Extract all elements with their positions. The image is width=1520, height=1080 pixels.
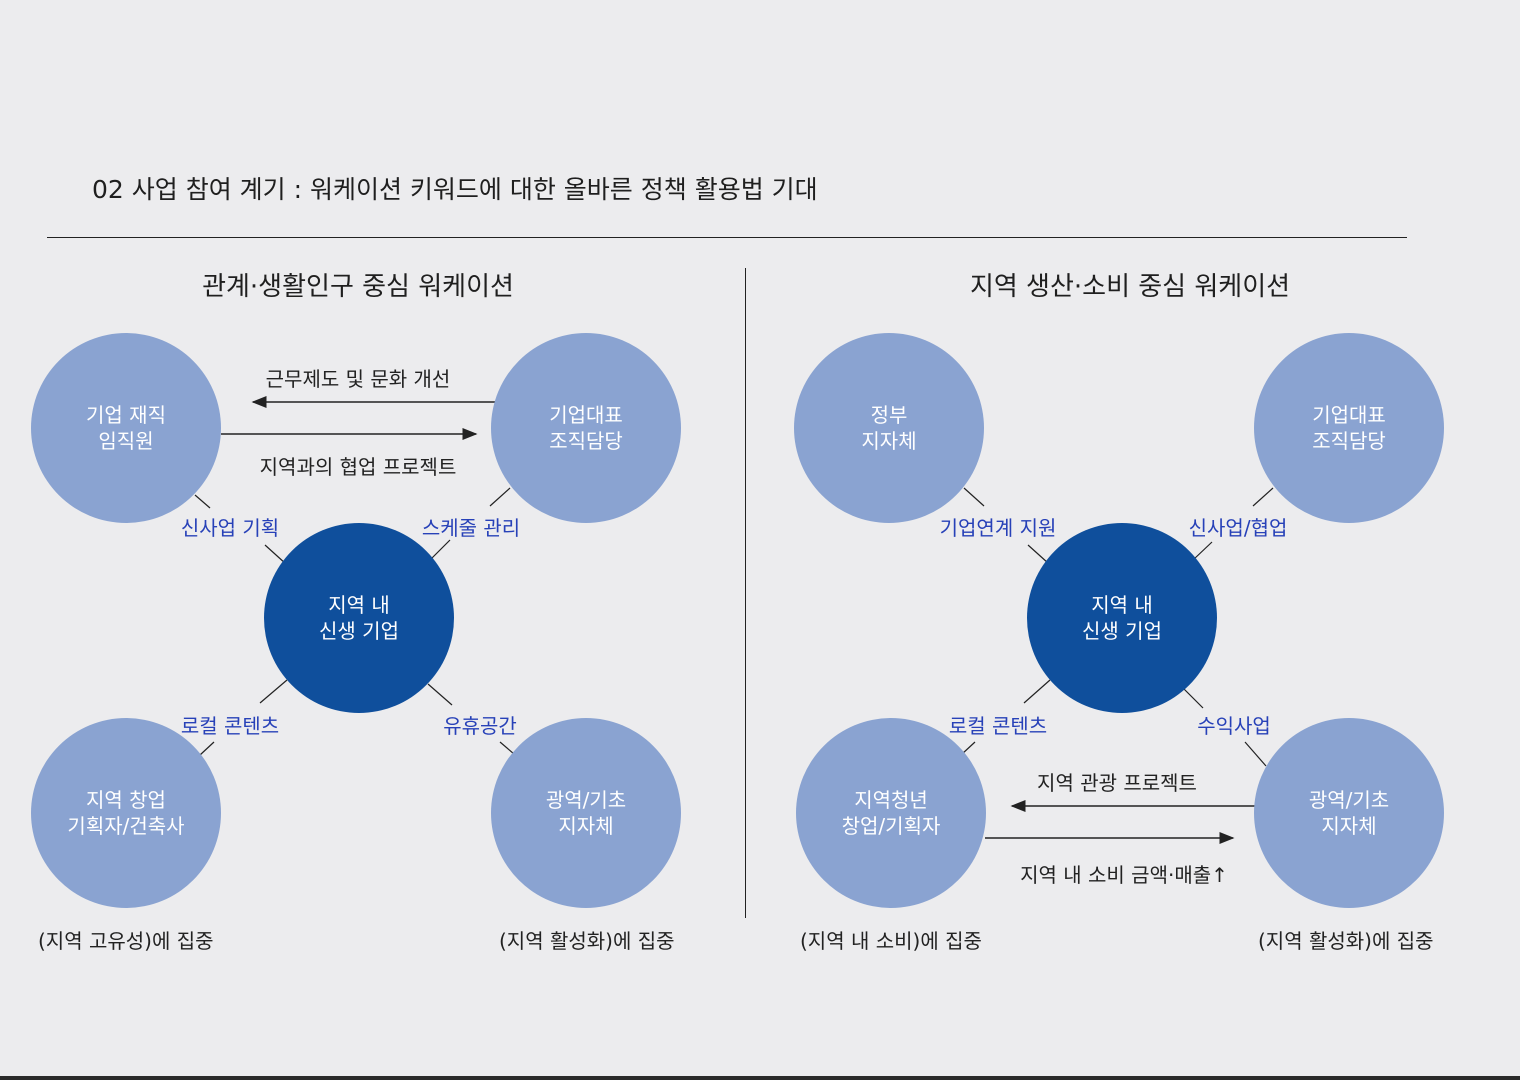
left-link-bottom-left bbox=[259, 679, 288, 704]
left-node-employees: 기업 재직 임직원 bbox=[31, 333, 221, 523]
left-arrow-bottom-label: 지역과의 협업 프로젝트 bbox=[259, 455, 457, 479]
right-link-top-right-2 bbox=[1192, 541, 1213, 561]
right-section-title: 지역 생산·소비 중심 워케이션 bbox=[969, 272, 1291, 302]
right-link-bottom-left bbox=[1023, 679, 1051, 704]
right-node-government-label: 정부 지자체 bbox=[861, 403, 917, 453]
left-node-representatives-label: 기업대표 조직담당 bbox=[549, 403, 623, 453]
left-section-title: 관계·생활인구 중심 워케이션 bbox=[202, 272, 514, 302]
left-link-label-bottom-right: 유휴공간 bbox=[443, 714, 517, 738]
right-node-center: 지역 내 신생 기업 bbox=[1027, 523, 1217, 713]
left-link-top-left bbox=[194, 494, 211, 509]
left-node-local-government: 광역/기초 지자체 bbox=[491, 718, 681, 908]
right-node-local-government: 광역/기초 지자체 bbox=[1254, 718, 1444, 908]
left-node-center: 지역 내 신생 기업 bbox=[264, 523, 454, 713]
section-divider bbox=[745, 268, 746, 918]
left-footnote-left: (지역 고유성)에 집중 bbox=[38, 929, 214, 953]
right-node-government: 정부 지자체 bbox=[794, 333, 984, 523]
right-link-top-left bbox=[963, 487, 985, 507]
right-link-label-top-right: 신사업/협업 bbox=[1188, 516, 1288, 540]
right-footnote-left: (지역 내 소비)에 집중 bbox=[800, 929, 982, 953]
right-node-youth-label: 지역청년 창업/기획자 bbox=[841, 788, 941, 838]
header-divider bbox=[47, 237, 1407, 238]
right-footnote-right: (지역 활성화)에 집중 bbox=[1258, 929, 1434, 953]
left-link-bottom-left-2 bbox=[199, 741, 215, 756]
left-footnote-right: (지역 활성화)에 집중 bbox=[499, 929, 675, 953]
right-link-label-top-left: 기업연계 지원 bbox=[939, 516, 1057, 540]
right-node-center-label: 지역 내 신생 기업 bbox=[1082, 593, 1162, 643]
left-link-label-bottom-left: 로컬 콘텐츠 bbox=[180, 714, 280, 738]
left-link-bottom-right bbox=[427, 683, 453, 706]
right-link-label-bottom-right: 수익사업 bbox=[1197, 714, 1271, 738]
left-link-label-top-right: 스케줄 관리 bbox=[421, 516, 521, 540]
left-node-planners-label: 지역 창업 기획자/건축사 bbox=[67, 788, 185, 838]
left-link-label-top-left: 신사업 기획 bbox=[180, 516, 280, 540]
right-link-bottom-right-2 bbox=[1244, 741, 1267, 767]
left-link-top-right-2 bbox=[429, 539, 451, 561]
bottom-border bbox=[0, 1076, 1520, 1080]
left-node-local-government-label: 광역/기초 지자체 bbox=[545, 788, 627, 838]
right-link-top-left-2 bbox=[1027, 544, 1049, 564]
right-node-representatives: 기업대표 조직담당 bbox=[1254, 333, 1444, 523]
left-node-representatives: 기업대표 조직담당 bbox=[491, 333, 681, 523]
left-arrow-top-label: 근무제도 및 문화 개선 bbox=[265, 367, 451, 391]
right-node-youth: 지역청년 창업/기획자 bbox=[796, 718, 986, 908]
right-arrow-bottom-label: 지역 내 소비 금액·매출↑ bbox=[1020, 863, 1228, 887]
right-node-local-government-label: 광역/기초 지자체 bbox=[1308, 788, 1390, 838]
left-node-planners: 지역 창업 기획자/건축사 bbox=[31, 718, 221, 908]
right-link-top-right bbox=[1252, 487, 1274, 507]
left-link-top-right bbox=[489, 487, 511, 507]
page-title: 02 사업 참여 계기 : 워케이션 키워드에 대한 올바른 정책 활용법 기대 bbox=[92, 175, 818, 204]
right-node-representatives-label: 기업대표 조직담당 bbox=[1312, 403, 1386, 453]
left-node-employees-label: 기업 재직 임직원 bbox=[86, 403, 166, 453]
right-link-label-bottom-left: 로컬 콘텐츠 bbox=[948, 714, 1048, 738]
right-link-bottom-right bbox=[1182, 687, 1204, 709]
left-node-center-label: 지역 내 신생 기업 bbox=[319, 593, 399, 643]
right-arrow-top-label: 지역 관광 프로젝트 bbox=[1037, 771, 1197, 795]
